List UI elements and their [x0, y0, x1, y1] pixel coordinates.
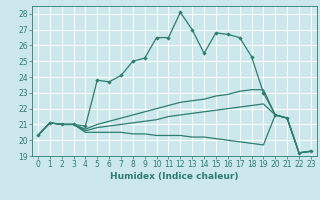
X-axis label: Humidex (Indice chaleur): Humidex (Indice chaleur) — [110, 172, 239, 181]
